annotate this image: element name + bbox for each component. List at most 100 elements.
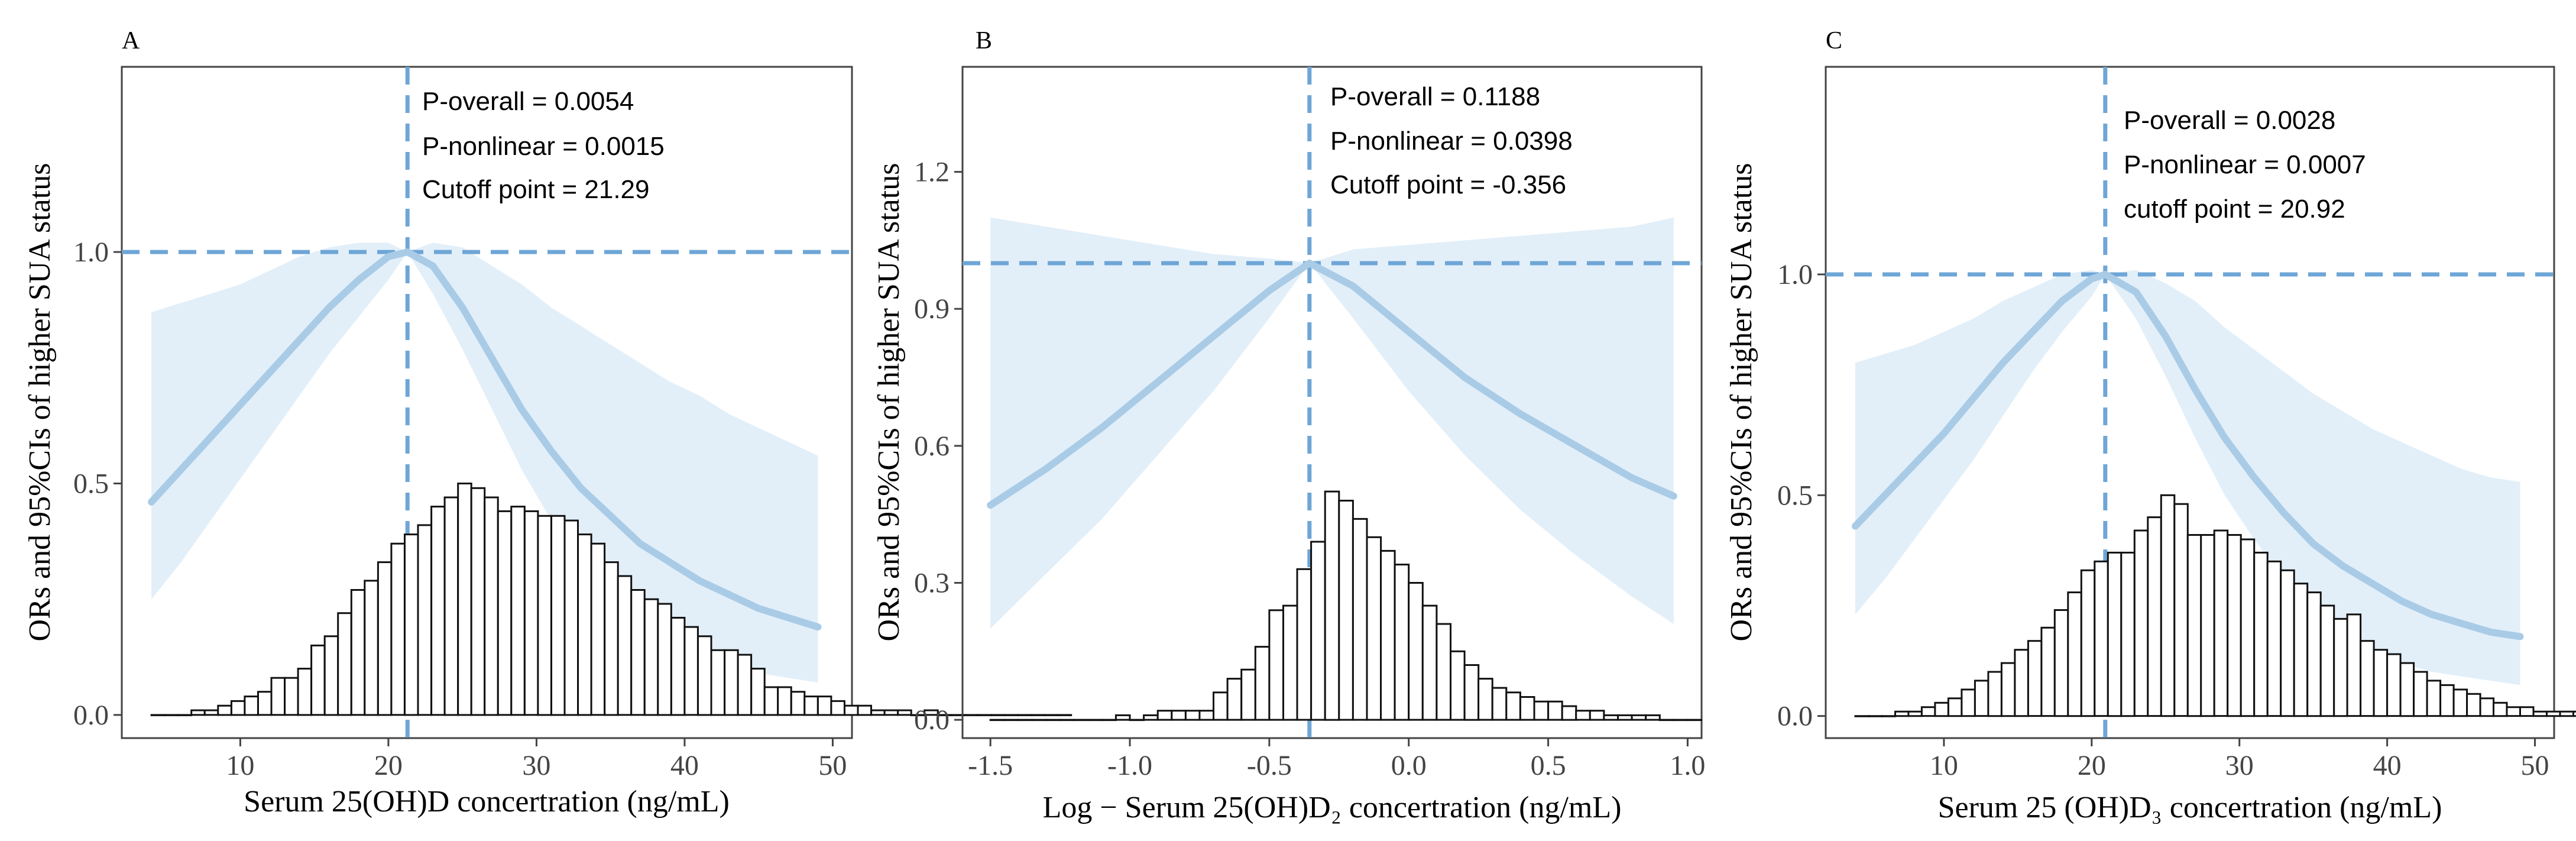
panel-b-label: B [976,27,992,54]
histogram-bar [2360,640,2375,717]
histogram-bar [297,668,313,716]
histogram-bar [2053,609,2069,717]
panel-c-curve-group [1852,271,2524,641]
histogram-bar [2493,701,2508,717]
x-tick-label: 50 [818,750,847,781]
panel-b-reference-lines [963,67,1702,738]
histogram-bar [1380,549,1396,721]
histogram-bar [2147,516,2162,717]
histogram-bar [1324,490,1340,721]
histogram-bar [1352,517,1368,721]
histogram-bar [443,496,459,716]
histogram-bar [190,709,206,716]
histogram-bar [2240,538,2256,717]
panel-b-p-overall: P-overall = 0.1188 [1330,82,1540,111]
histogram-bar [1868,715,1883,717]
histogram-bar [164,714,179,716]
histogram-bar [963,714,979,716]
histogram-bar [337,612,352,716]
histogram-bar [150,714,166,716]
histogram-bar [1477,678,1493,721]
panel-b-spline-curve [987,260,1677,509]
histogram-bar [1044,714,1059,716]
histogram-bar [1575,710,1591,721]
histogram-bar [1310,541,1326,721]
histogram-bar [550,515,566,716]
panel-c-ci-band-group [1855,270,2520,685]
histogram-bar [177,714,193,716]
panel-a-ci-band-group [151,242,818,683]
histogram-bar [417,524,432,716]
histogram-bar [1947,697,1963,717]
panel-c-reference-lines [1826,67,2554,738]
histogram-bar [1547,700,1563,721]
histogram-bar [1920,706,1936,717]
panel-b-histogram [989,490,1703,722]
histogram-bar [1645,714,1661,721]
histogram-bar [2107,551,2123,717]
y-tick-label: 0.0 [914,704,950,736]
panel-b-plot-frame [961,66,1703,739]
histogram-bar [2160,494,2176,717]
histogram-bar [737,654,753,716]
histogram-bar [870,709,886,716]
histogram-bar [1156,710,1173,721]
histogram-bar [990,714,1006,716]
histogram-bar [2572,710,2576,717]
histogram-bar [390,542,406,716]
histogram-bar [803,696,819,716]
histogram-bar [2173,503,2189,717]
histogram-bar [670,617,686,716]
histogram-bar [1519,696,1535,721]
histogram-bar [1408,582,1424,721]
histogram-bar [1296,568,1313,721]
histogram-bar [1589,710,1605,721]
histogram-bar [2133,529,2149,717]
histogram-bar [2014,649,2029,717]
panel-c-cutoff-point: cutoff point = 20.92 [2124,195,2345,224]
histogram-bar [2227,534,2242,717]
histogram-bar [1561,705,1577,721]
histogram-bar [257,691,273,716]
x-tick-label: 40 [2373,750,2402,781]
histogram-bar [1017,714,1032,716]
x-tick-label: 20 [374,750,403,781]
panel-c-plot-frame [1825,66,2555,739]
histogram-bar [377,561,393,716]
histogram-bar [1254,646,1271,721]
histogram-bar [1143,714,1159,721]
histogram-bar [217,704,232,716]
x-tick-label: 20 [2078,750,2106,781]
histogram-bar [1533,700,1550,721]
histogram-bar [1987,671,2003,717]
histogram-bar [457,483,472,716]
panel-c-histogram [1854,494,2576,717]
histogram-bar [1030,714,1046,716]
panel-c-y-axis-label: ORs and 95%CIs of higher SUA status [1725,163,1758,642]
histogram-bar [2373,649,2389,717]
histogram-bar [604,561,619,716]
histogram-bar [790,691,806,716]
histogram-bar [510,506,526,716]
histogram-bar [844,704,859,716]
histogram-bar [2333,617,2348,717]
histogram-bar [2000,662,2016,717]
histogram-bar [630,589,646,716]
histogram-bar [1907,710,1923,717]
histogram-bar [1617,714,1633,721]
y-tick-label: 1.0 [1777,259,1813,290]
x-tick-label: 50 [2521,750,2549,781]
histogram-bar [617,575,633,716]
histogram-bar [2479,697,2495,717]
histogram-bar [1961,688,1976,717]
histogram-bar [230,700,246,716]
histogram-bar [763,686,779,716]
histogram-bar [977,714,992,716]
histogram-bar [1057,714,1072,716]
histogram-bar [350,589,366,716]
histogram-bar [2506,706,2521,717]
histogram-bar [883,709,899,716]
histogram-bar [1436,623,1451,721]
panel-c-p-nonlinear: P-nonlinear = 0.0007 [2124,150,2366,179]
